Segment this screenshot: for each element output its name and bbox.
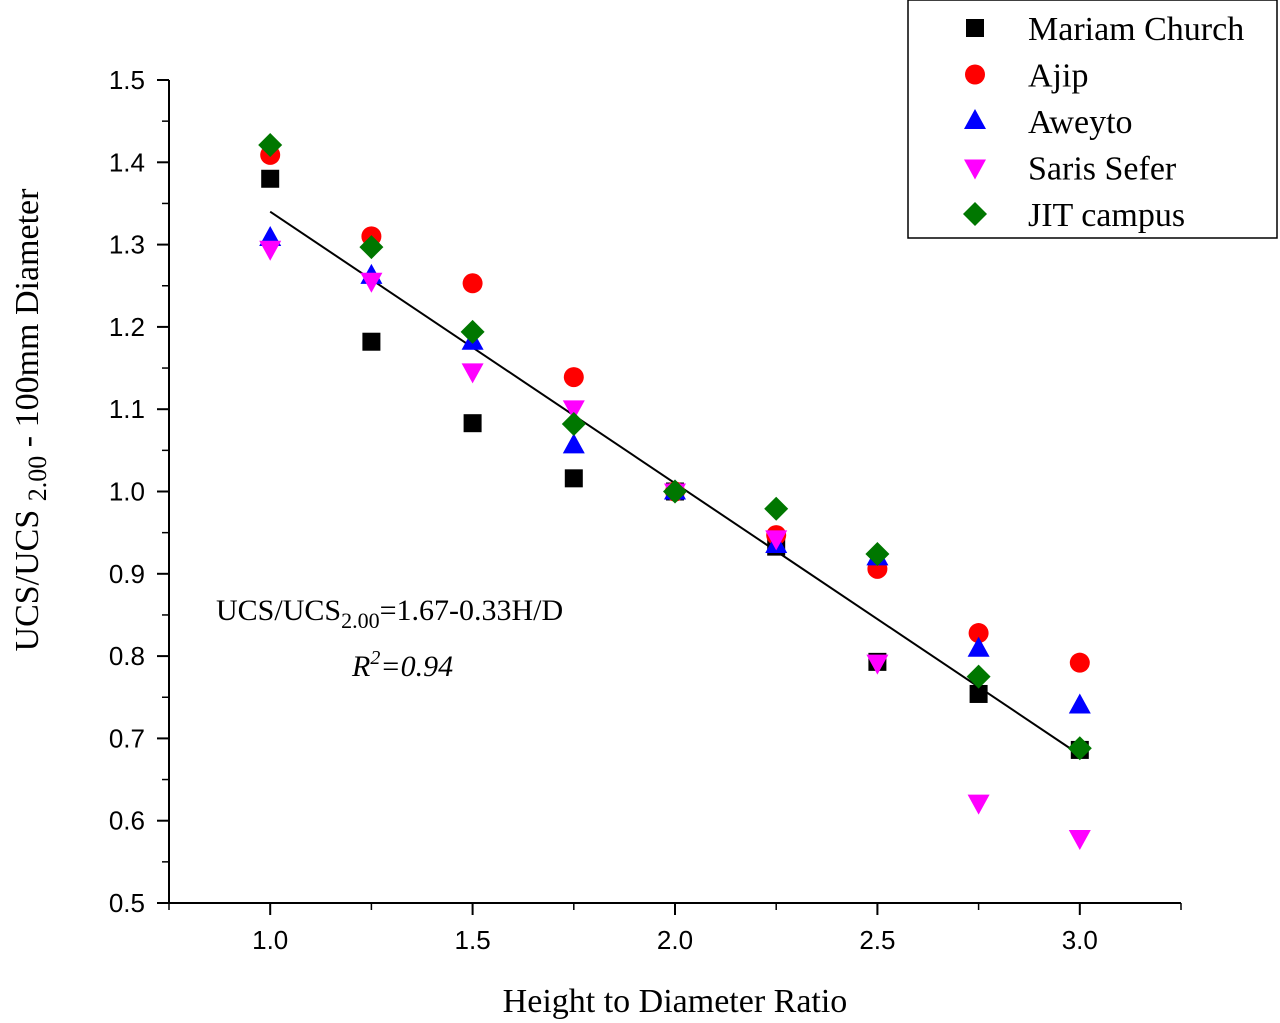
y-tick-label: 1.4 (109, 147, 145, 177)
equation-annotation: UCS/UCS2.00=1.67-0.33H/D (216, 594, 563, 633)
legend-label: Ajip (1028, 58, 1088, 95)
data-point (460, 319, 485, 344)
data-point (865, 542, 890, 567)
x-tick-label: 2.5 (859, 925, 895, 955)
y-tick-label: 0.9 (109, 559, 145, 589)
data-point (967, 794, 990, 815)
legend-label: Aweyto (1028, 104, 1133, 141)
x-tick-label: 3.0 (1062, 925, 1098, 955)
data-point (258, 133, 283, 158)
legend-marker (966, 19, 984, 37)
data-point (1068, 693, 1091, 714)
data-point (663, 479, 687, 504)
y-tick-label: 0.8 (109, 641, 145, 671)
x-axis-label: Height to Diameter Ratio (503, 983, 848, 1020)
data-points (258, 133, 1092, 850)
data-point (968, 623, 989, 644)
x-tick-label: 1.0 (252, 925, 288, 955)
y-tick-label: 1.1 (109, 394, 145, 424)
r-squared-annotation: R2=0.94 (351, 647, 453, 683)
data-point (562, 433, 585, 454)
y-tick-label: 1.2 (109, 312, 145, 342)
y-axis-label: UCS/UCS 2.00 - 100mm Diameter (9, 188, 52, 652)
data-point (969, 684, 988, 703)
data-point (967, 636, 990, 657)
x-tick-label: 2.0 (657, 925, 693, 955)
data-point (362, 332, 381, 351)
legend-item: JIT campus (963, 197, 1185, 234)
legend-item: Aweyto (964, 104, 1133, 141)
data-point (463, 414, 482, 433)
data-point (564, 469, 583, 488)
y-tick-label: 0.6 (109, 806, 145, 836)
y-tick-label: 0.5 (109, 888, 145, 918)
y-tick-label: 1.3 (109, 230, 145, 260)
data-point (966, 664, 991, 689)
data-point (462, 273, 483, 294)
legend-item: Ajip (965, 58, 1088, 95)
y-tick-label: 0.7 (109, 723, 145, 753)
data-point (359, 235, 384, 260)
data-point (563, 367, 584, 388)
data-point (360, 272, 383, 293)
series-jit-campus (258, 133, 1092, 761)
data-point (1068, 829, 1091, 850)
data-point (259, 240, 282, 261)
series-aweyto (259, 226, 1091, 714)
legend-label: JIT campus (1028, 197, 1185, 234)
legend-marker (964, 109, 986, 129)
data-point (764, 496, 789, 521)
data-point (461, 363, 484, 384)
legend-label: Saris Sefer (1028, 151, 1177, 188)
legend: Mariam Church Ajip Aweyto Saris Sefer JIT ca… (907, 0, 1278, 239)
data-point (1069, 652, 1090, 673)
series-saris-sefer (259, 240, 1091, 850)
y-tick-label: 1.0 (109, 477, 145, 507)
legend-label: Mariam Church (1028, 11, 1244, 48)
data-point (866, 654, 889, 675)
legend-marker (965, 64, 985, 85)
data-point (261, 169, 280, 188)
data-point (1067, 736, 1092, 761)
legend-marker (964, 159, 986, 180)
x-tick-label: 1.5 (455, 925, 491, 955)
legend-item: Saris Sefer (964, 151, 1177, 188)
y-tick-label: 1.5 (109, 65, 145, 95)
ticks: 1.0 1.5 2.0 2.5 3.0 0.5 0.6 0.7 0.8 0.9 1.0 1.1 1.2 1… (109, 65, 1182, 955)
data-point (562, 400, 585, 421)
data-point (561, 412, 586, 437)
legend-marker (963, 202, 987, 226)
legend-item: Mariam Church (966, 11, 1244, 48)
data-point (765, 530, 788, 551)
